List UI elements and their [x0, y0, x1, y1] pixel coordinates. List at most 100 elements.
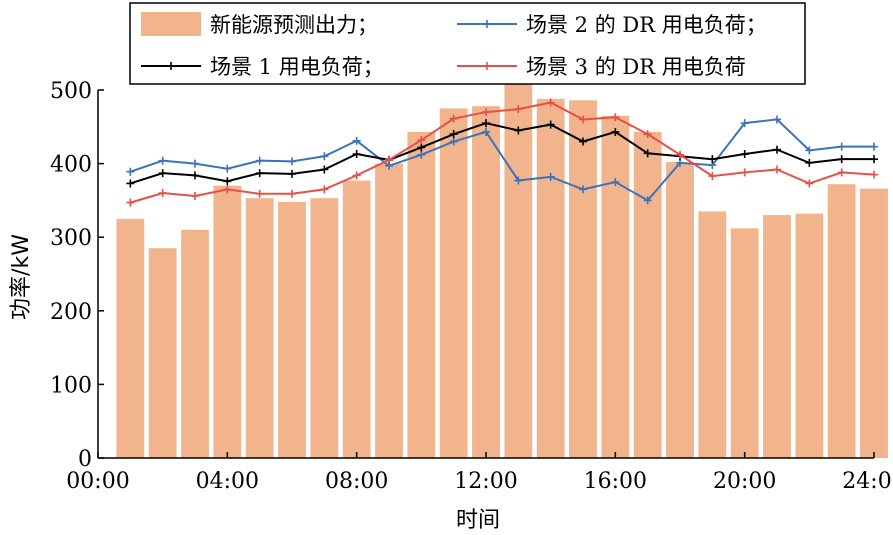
- legend-box: [129, 2, 806, 85]
- bar-16: [601, 115, 630, 458]
- point-marker: [579, 137, 587, 146]
- point-marker: [546, 120, 555, 129]
- point-marker: [158, 189, 167, 198]
- bar-9: [375, 163, 403, 458]
- y-tick-label: 500: [50, 79, 92, 104]
- point-marker: [643, 130, 652, 139]
- line-series-1: [130, 122, 874, 185]
- bar-series: [116, 84, 888, 459]
- point-marker: [191, 191, 199, 200]
- bar-14: [536, 98, 565, 458]
- point-marker: [546, 98, 555, 107]
- point-marker: [482, 127, 490, 136]
- x-tick-label: 16:00: [584, 469, 647, 494]
- bar-22: [795, 213, 824, 458]
- line-series-2: [130, 118, 874, 202]
- point-marker: [417, 143, 426, 152]
- bar-10: [407, 131, 436, 458]
- point-marker: [740, 168, 749, 177]
- bar-18: [666, 162, 694, 459]
- bar-21: [763, 215, 791, 458]
- point-marker: [805, 179, 814, 188]
- point-marker: [643, 149, 652, 158]
- point-marker: [579, 115, 587, 124]
- bar-12: [472, 106, 500, 458]
- legend-swatch-marker: [483, 62, 491, 70]
- legend-swatch-bar: [141, 12, 201, 36]
- line-series-3: [130, 101, 875, 204]
- ticks: 0 100 200 300 400 500 00:00 04:00 08:00 12:00 16:0…: [50, 79, 893, 494]
- point-marker: [740, 119, 749, 128]
- bar-7: [310, 198, 339, 458]
- point-marker: [870, 155, 878, 164]
- legend-label: 新能源预测出力；: [210, 13, 378, 37]
- point-marker: [223, 185, 232, 194]
- point-marker: [676, 150, 684, 159]
- point-marker: [805, 158, 814, 167]
- x-tick-label: 20:00: [713, 469, 776, 494]
- point-marker: [288, 169, 296, 178]
- point-marker: [837, 168, 846, 177]
- x-tick-label: 24:00: [842, 469, 893, 494]
- point-marker: [288, 189, 296, 198]
- point-marker: [449, 130, 458, 139]
- point-marker: [643, 196, 652, 205]
- bar-17: [633, 131, 662, 458]
- point-marker: [611, 127, 620, 136]
- y-tick-label: 0: [78, 447, 92, 472]
- point-marker: [126, 179, 135, 188]
- point-marker: [352, 150, 361, 159]
- bar-6: [278, 201, 306, 458]
- point-marker: [449, 137, 458, 146]
- x-tick-label: 04:00: [196, 469, 259, 494]
- point-marker: [320, 152, 329, 161]
- point-marker: [773, 165, 781, 174]
- point-marker: [708, 172, 717, 181]
- point-marker: [837, 142, 846, 151]
- bar-13: [504, 84, 533, 458]
- point-marker: [352, 136, 361, 145]
- point-marker: [740, 150, 749, 159]
- point-marker: [288, 157, 296, 166]
- y-tick-label: 100: [50, 373, 92, 398]
- x-tick-label: 12:00: [454, 469, 517, 494]
- point-marker: [417, 136, 426, 145]
- point-marker: [385, 155, 393, 164]
- point-marker: [126, 167, 135, 176]
- legend-label: 场景 3 的 DR 用电负荷: [526, 55, 746, 79]
- bar-8: [342, 180, 371, 458]
- point-marker: [514, 105, 523, 114]
- bar-24: [860, 188, 888, 458]
- point-marker: [126, 198, 135, 207]
- bar-1: [116, 218, 145, 458]
- x-tick-label: 08:00: [325, 469, 388, 494]
- point-marker: [223, 164, 232, 173]
- line-series-group: [126, 98, 878, 207]
- x-tick-label: 00:00: [66, 469, 129, 494]
- point-marker: [708, 155, 717, 164]
- point-marker: [870, 170, 878, 179]
- point-marker: [255, 169, 264, 178]
- point-marker: [255, 156, 264, 165]
- bar-5: [245, 198, 274, 458]
- point-marker: [191, 159, 199, 168]
- y-axis-title: 功率/kW: [9, 234, 34, 320]
- point-marker: [546, 172, 555, 181]
- bar-4: [213, 185, 242, 458]
- point-marker: [837, 155, 846, 164]
- point-marker: [191, 171, 199, 180]
- y-tick-label: 200: [50, 300, 92, 325]
- x-axis-title: 时间: [456, 508, 500, 533]
- point-marker: [579, 185, 587, 194]
- point-marker: [482, 119, 490, 128]
- bar-2: [148, 248, 177, 458]
- legend: 新能源预测出力； 场景 2 的 DR 用电负荷； 场景 1 用电负荷； 场景 3 的 …: [129, 2, 806, 85]
- point-marker: [773, 115, 781, 124]
- bar-20: [730, 228, 759, 458]
- point-marker: [514, 176, 523, 185]
- legend-swatch-marker: [483, 20, 491, 28]
- point-marker: [870, 142, 878, 151]
- bar-11: [439, 108, 468, 459]
- bar-23: [827, 184, 856, 458]
